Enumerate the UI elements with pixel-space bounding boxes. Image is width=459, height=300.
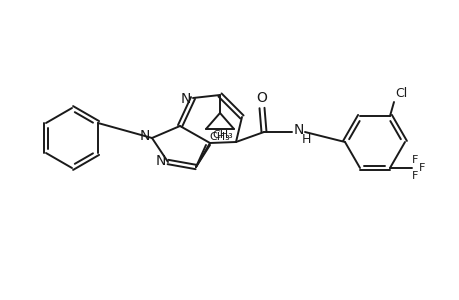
Text: F: F — [418, 163, 424, 173]
Text: N: N — [156, 154, 166, 168]
Text: Cl: Cl — [394, 86, 406, 100]
Text: N: N — [180, 92, 191, 106]
Text: F: F — [411, 171, 417, 181]
Text: F: F — [411, 155, 417, 165]
Text: H: H — [302, 133, 311, 146]
Text: N: N — [140, 129, 150, 143]
Text: CH₃: CH₃ — [208, 132, 229, 142]
Text: CH₃: CH₃ — [212, 130, 232, 140]
Text: N: N — [293, 123, 304, 137]
Text: O: O — [256, 91, 267, 105]
